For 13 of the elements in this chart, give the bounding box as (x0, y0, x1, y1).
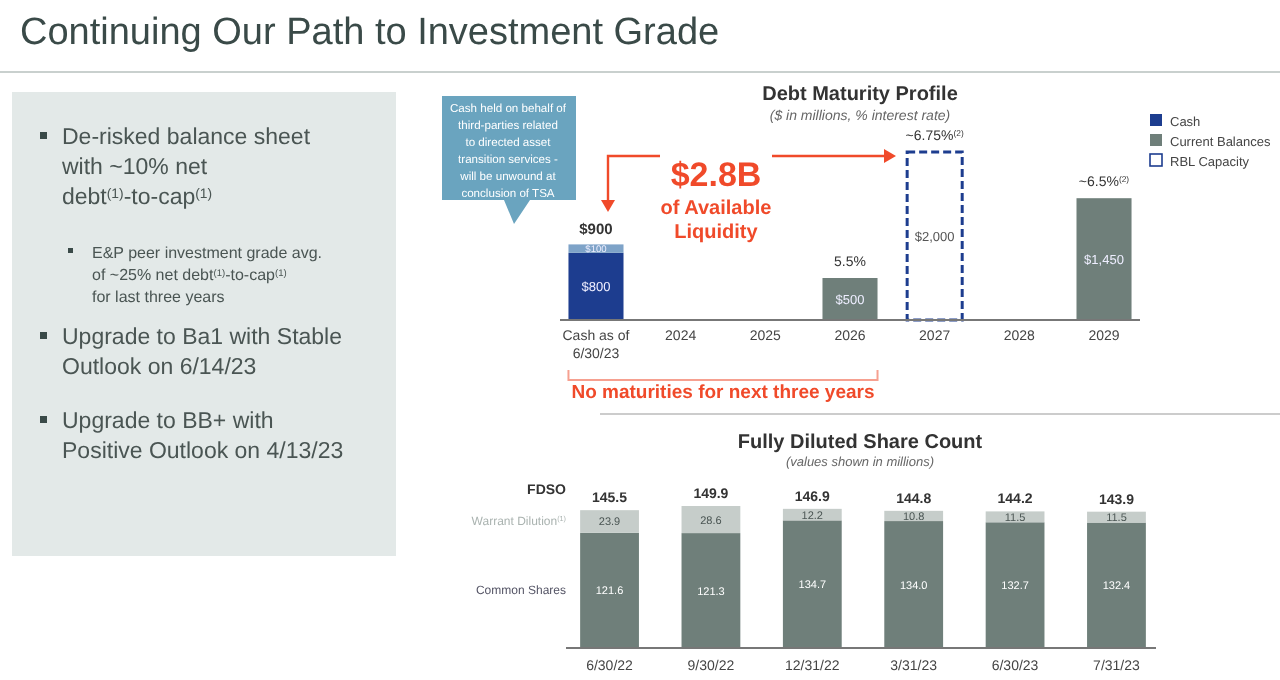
annotation: $2.8B (670, 156, 762, 194)
annotation: of Available Liquidity (660, 198, 773, 244)
text: No maturities for next three years (571, 382, 875, 404)
bar (905, 150, 964, 322)
bar (568, 252, 624, 320)
text: Upgrade to BB+ with Positive Outlook on 4/13/23 (62, 410, 344, 464)
text: Continuing Our Path to Investment Grade (20, 12, 720, 54)
bar (681, 506, 741, 534)
chart-title: Debt Maturity Profile (762, 84, 959, 106)
text: Upgrade to Ba1 with Stable Outlook on 6/14/23 (62, 326, 343, 380)
chart-title: Fully Diluted Share Count (737, 432, 984, 454)
text: De-risked balance sheet with ~10% net debt$^{(1)}$-to-cap$^{(1)}$ (60, 126, 312, 210)
bar (580, 510, 639, 533)
